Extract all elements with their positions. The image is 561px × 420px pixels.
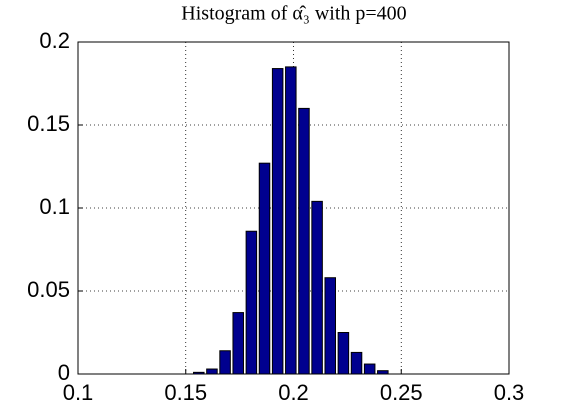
bar (337, 332, 350, 375)
x-tick-label: 0.25 (380, 380, 423, 405)
y-tick-label: 0.15 (27, 111, 70, 136)
bar (245, 230, 258, 375)
y-tick-label: 0 (58, 360, 70, 385)
bar (232, 312, 244, 375)
bar (285, 66, 297, 375)
y-tick-label: 0.05 (27, 277, 70, 302)
bar (363, 363, 376, 375)
x-tick-label: 0.1 (63, 380, 94, 405)
bar (324, 277, 337, 375)
y-tick-label: 0.2 (39, 28, 70, 53)
y-tick-label: 0.1 (39, 194, 70, 219)
bar (271, 68, 284, 375)
bar (219, 350, 231, 375)
x-tick-label: 0.2 (278, 380, 309, 405)
x-tick-label: 0.3 (494, 380, 525, 405)
bar (298, 107, 310, 375)
bar (350, 351, 363, 375)
bar (311, 200, 323, 375)
bar (206, 368, 218, 375)
bar (258, 162, 271, 375)
x-tick-label: 0.15 (164, 380, 207, 405)
chart-title: Histogram of α̂₃ with p=400 (181, 3, 406, 25)
plot-frame (77, 41, 510, 375)
